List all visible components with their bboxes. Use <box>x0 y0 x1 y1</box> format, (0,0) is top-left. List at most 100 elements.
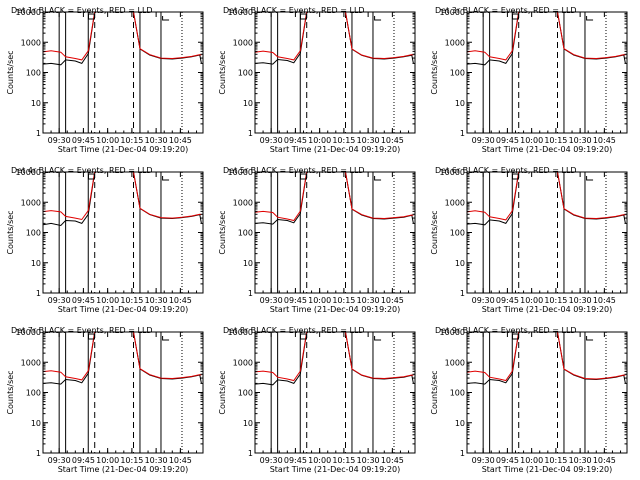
x-tick-label: 10:30 <box>569 136 592 145</box>
x-tick-label: 10:15 <box>544 456 567 465</box>
attenuator-marker <box>299 13 307 20</box>
y-axis-label: Counts/sec <box>430 370 439 414</box>
y-tick-label: 1 <box>460 449 465 458</box>
x-tick-label: 10:00 <box>96 456 119 465</box>
attenuator-marker <box>299 333 307 340</box>
y-axis-label: Counts/sec <box>6 370 15 414</box>
panel-title: Det 4r BLACK = Events, RED = LLD <box>11 166 153 175</box>
x-tick-label: 10:15 <box>544 136 567 145</box>
x-tick-label: 10:45 <box>593 456 616 465</box>
attenuator-marker <box>87 333 95 340</box>
y-tick-label: 1000 <box>21 38 41 47</box>
x-tick-label: 10:15 <box>120 296 143 305</box>
series-lld <box>467 332 626 382</box>
series-events <box>255 172 414 225</box>
x-axis-label: Start Time (21-Dec-04 09:19:20) <box>482 145 613 154</box>
panel-title: Det 6r BLACK = Events, RED = LLD <box>435 166 577 175</box>
x-tick-label: 10:45 <box>169 136 192 145</box>
x-tick-label: 10:15 <box>332 456 355 465</box>
y-tick-label: 10 <box>455 259 465 268</box>
y-tick-label: 1 <box>36 129 41 138</box>
state-marker <box>586 336 594 341</box>
x-tick-label: 10:30 <box>357 456 380 465</box>
x-tick-label: 10:30 <box>357 136 380 145</box>
panel-title: Det 5r BLACK = Events, RED = LLD <box>223 166 365 175</box>
state-marker <box>162 176 170 181</box>
y-tick-label: 1000 <box>445 198 465 207</box>
x-tick-label: 10:15 <box>544 296 567 305</box>
y-tick-label: 10 <box>31 99 41 108</box>
panel-det-5r: 1 10 100 1000 10000 09:30 09:45 10:00 10:15 10:30… <box>218 166 416 314</box>
panel-det-8r: 1 10 100 1000 10000 09:30 09:45 10:00 10:15 10:30… <box>218 326 416 474</box>
series-events <box>255 12 414 65</box>
y-tick-label: 100 <box>238 69 253 78</box>
x-tick-label: 10:45 <box>169 456 192 465</box>
y-tick-label: 10 <box>243 99 253 108</box>
y-tick-label: 10000 <box>440 8 465 17</box>
x-tick-label: 09:45 <box>496 136 519 145</box>
x-tick-label: 10:00 <box>308 456 331 465</box>
y-tick-label: 10 <box>455 99 465 108</box>
y-tick-label: 10000 <box>16 328 41 337</box>
y-tick-label: 100 <box>450 69 465 78</box>
panel-title: Det 1r BLACK = Events, RED = LLD <box>11 6 153 15</box>
y-tick-label: 1 <box>460 129 465 138</box>
x-tick-label: 10:15 <box>332 136 355 145</box>
y-tick-label: 10000 <box>16 168 41 177</box>
x-axis-label: Start Time (21-Dec-04 09:19:20) <box>482 305 613 314</box>
y-tick-label: 10 <box>31 259 41 268</box>
panel-det-9r: 1 10 100 1000 10000 09:30 09:45 10:00 10:15 10:30… <box>430 326 628 474</box>
x-tick-label: 10:00 <box>520 296 543 305</box>
x-tick-label: 10:15 <box>332 296 355 305</box>
panel-title: Det 9r BLACK = Events, RED = LLD <box>435 326 577 335</box>
panel-title: Det 7r BLACK = Events, RED = LLD <box>11 326 153 335</box>
panel-det-4r: 1 10 100 1000 10000 09:30 09:45 10:00 10:15 10:30… <box>6 166 204 314</box>
x-tick-label: 09:45 <box>284 296 307 305</box>
y-tick-label: 10000 <box>228 328 253 337</box>
x-axis-label: Start Time (21-Dec-04 09:19:20) <box>58 465 189 474</box>
y-axis-label: Counts/sec <box>6 210 15 254</box>
x-axis-label: Start Time (21-Dec-04 09:19:20) <box>482 465 613 474</box>
y-tick-label: 1000 <box>233 198 253 207</box>
attenuator-marker <box>87 13 95 20</box>
x-tick-label: 10:00 <box>96 296 119 305</box>
plot-frame <box>466 171 628 294</box>
state-marker <box>162 336 170 341</box>
series-lld <box>467 12 626 61</box>
x-tick-label: 10:30 <box>569 456 592 465</box>
x-tick-label: 10:00 <box>520 456 543 465</box>
y-tick-label: 10000 <box>440 168 465 177</box>
x-tick-label: 09:30 <box>48 456 71 465</box>
x-tick-label: 10:00 <box>520 136 543 145</box>
y-tick-label: 10 <box>243 259 253 268</box>
y-tick-label: 10 <box>243 419 253 428</box>
y-tick-label: 100 <box>26 389 41 398</box>
y-tick-label: 1000 <box>445 38 465 47</box>
y-tick-label: 1000 <box>445 358 465 367</box>
attenuator-marker <box>87 173 95 180</box>
panel-det-3r: 1 10 100 1000 10000 09:30 09:45 10:00 10:15 10:30… <box>430 6 628 154</box>
x-tick-label: 09:45 <box>72 296 95 305</box>
x-tick-label: 10:30 <box>357 296 380 305</box>
x-tick-label: 10:30 <box>145 456 168 465</box>
x-axis-label: Start Time (21-Dec-04 09:19:20) <box>270 305 401 314</box>
y-tick-label: 1 <box>36 289 41 298</box>
x-tick-label: 09:30 <box>260 136 283 145</box>
x-tick-label: 10:45 <box>381 136 404 145</box>
panel-title: Det 3r BLACK = Events, RED = LLD <box>435 6 577 15</box>
panel-det-1r: 1 10 100 1000 10000 09:30 09:45 10:00 10:15 10:30… <box>6 6 204 154</box>
plot-frame <box>42 171 204 294</box>
attenuator-marker <box>299 173 307 180</box>
x-tick-label: 10:15 <box>120 456 143 465</box>
x-tick-label: 09:30 <box>260 456 283 465</box>
plot-frame <box>254 331 416 454</box>
y-tick-label: 100 <box>26 69 41 78</box>
x-tick-label: 09:30 <box>472 136 495 145</box>
y-tick-label: 100 <box>238 389 253 398</box>
y-tick-label: 100 <box>26 229 41 238</box>
state-marker <box>586 176 594 181</box>
attenuator-marker <box>511 333 519 340</box>
state-marker <box>162 16 170 21</box>
y-tick-label: 10000 <box>228 168 253 177</box>
x-axis-label: Start Time (21-Dec-04 09:19:20) <box>270 145 401 154</box>
